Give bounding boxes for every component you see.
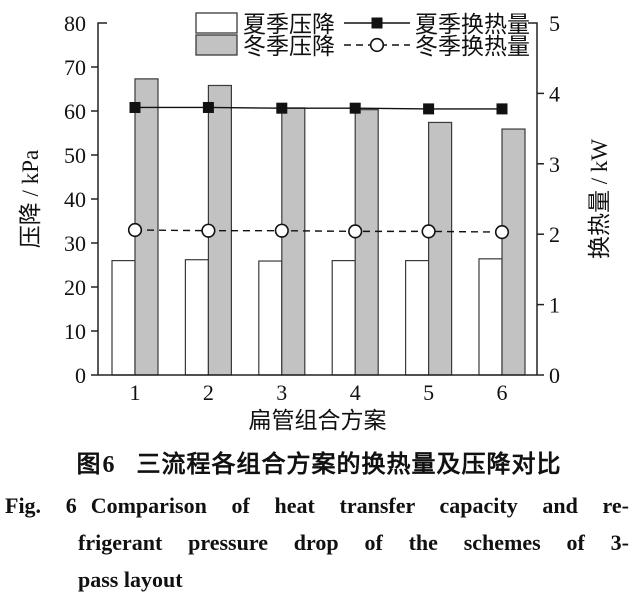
bar-winter-pressure-drop-3: [281, 107, 306, 376]
caption-en-line2: frigerant pressure drop of the schemes o…: [78, 530, 629, 555]
x-tick-label: 5: [423, 380, 434, 405]
x-tick-label: 4: [350, 380, 361, 405]
y-left-tick-label: 50: [64, 143, 86, 168]
legend-marker-winter-heat-transfer: [369, 37, 385, 53]
y-left-tick-label: 0: [75, 363, 86, 388]
marker-summer-heat-transfer-1: [129, 101, 141, 113]
line-summer-heat-transfer: [135, 106, 502, 110]
chart: 0 10 20 30 40 50 60 70 80 0 1 2 3 4 5 1 2 3 4 5 6 扁管组合方案 压降 / …: [18, 11, 612, 433]
series-winter-heat-transfer: [127, 222, 510, 240]
caption-en-line1: Fig. 6 Comparison of heat transfer capaci…: [5, 487, 629, 524]
marker-winter-heat-transfer-2: [201, 223, 216, 238]
bar-summer-pressure-drop-5: [405, 260, 430, 376]
x-axis-title: 扁管组合方案: [249, 408, 387, 433]
marker-winter-heat-transfer-6: [494, 224, 510, 240]
legend-label-winter-heat-transfer: 冬季换热量: [415, 34, 530, 59]
marker-summer-heat-transfer-5: [423, 103, 435, 115]
y-right-tick-label: 0: [549, 363, 560, 388]
y-left-tick-label: 30: [64, 231, 86, 256]
marker-winter-heat-transfer-5: [421, 224, 436, 239]
caption-en-line1-text: Comparison of heat transfer capacity and…: [90, 493, 629, 518]
bar-winter-pressure-drop-4: [354, 109, 379, 376]
y-left-axis-title: 压降 / kPa: [18, 150, 43, 248]
marker-summer-heat-transfer-2: [202, 101, 214, 113]
y-left-tick-label: 70: [64, 55, 86, 80]
line-winter-heat-transfer: [134, 229, 503, 233]
bar-summer-pressure-drop-2: [184, 259, 209, 376]
y-axis-right-line: [528, 22, 538, 375]
x-tick-label: 2: [203, 380, 214, 405]
bar-summer-pressure-drop-6: [478, 258, 503, 376]
bar-summer-pressure-drop-4: [331, 260, 356, 376]
y-right-tick-label: 4: [549, 81, 560, 106]
legend-label-summer-pressure-drop: 夏季压降: [243, 12, 335, 37]
marker-winter-heat-transfer-3: [274, 223, 289, 238]
caption-zh-figure-number: 图6: [76, 452, 117, 478]
marker-summer-heat-transfer-6: [496, 103, 508, 115]
y-right-tick-label: 2: [549, 222, 560, 247]
y-axis-left-line: [97, 22, 107, 375]
y-right-tick-label: 5: [549, 11, 560, 36]
caption-zh: 图6 三流程各组合方案的换热量及压降对比: [0, 444, 638, 479]
axes: 0 10 20 30 40 50 60 70 80 0 1 2 3 4 5 1 2 3 4 5 6 扁管组合方案 压降 / …: [18, 11, 612, 433]
y-right-tick-label: 1: [549, 293, 560, 318]
legend-swatch-winter-pressure-drop: [195, 34, 238, 56]
caption-en: Fig. 6 Comparison of heat transfer capaci…: [5, 487, 629, 598]
legend-label-summer-heat-transfer: 夏季换热量: [415, 12, 530, 37]
x-tick-label: 6: [497, 380, 508, 405]
y-left-tick-label: 60: [64, 99, 86, 124]
legend-swatch-summer-pressure-drop: [195, 12, 238, 34]
x-tick-label: 1: [130, 380, 141, 405]
legend-marker-summer-heat-transfer: [371, 17, 383, 29]
caption-zh-text: 三流程各组合方案的换热量及压降对比: [136, 452, 562, 478]
y-left-tick-label: 80: [64, 11, 86, 36]
bar-summer-pressure-drop-1: [111, 260, 136, 376]
bar-winter-pressure-drop-5: [428, 121, 453, 376]
bar-winter-pressure-drop-6: [501, 128, 526, 376]
y-right-tick-label: 3: [549, 152, 560, 177]
marker-summer-heat-transfer-3: [276, 102, 288, 114]
y-left-tick-label: 40: [64, 187, 86, 212]
caption-en-line3: pass layout: [78, 567, 183, 592]
legend-label-winter-pressure-drop: 冬季压降: [243, 34, 335, 59]
y-left-tick-label: 10: [64, 319, 86, 344]
marker-winter-heat-transfer-4: [348, 224, 363, 239]
y-left-tick-label: 20: [64, 275, 86, 300]
caption-en-figure-number: Fig. 6: [5, 493, 77, 518]
marker-winter-heat-transfer-1: [127, 222, 143, 238]
x-tick-label: 3: [276, 380, 287, 405]
bar-summer-pressure-drop-3: [258, 260, 283, 376]
series-summer-heat-transfer: [129, 101, 508, 115]
marker-summer-heat-transfer-4: [349, 102, 361, 114]
y-right-axis-title: 换热量 / kW: [587, 139, 612, 259]
